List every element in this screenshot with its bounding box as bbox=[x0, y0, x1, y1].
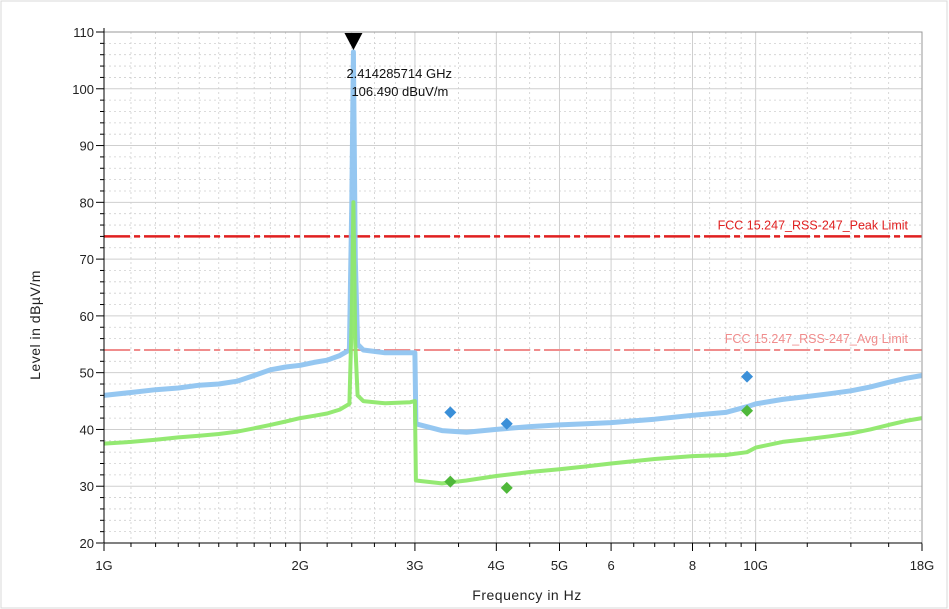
x-tick-label: 6 bbox=[607, 558, 614, 573]
y-tick-label: 70 bbox=[80, 252, 94, 267]
y-tick-label: 100 bbox=[72, 82, 94, 97]
limit-lines: FCC 15.247_RSS-247_Peak Limit FCC 15.247_… bbox=[104, 218, 922, 351]
y-tick-label: 50 bbox=[80, 366, 94, 381]
axes bbox=[96, 28, 923, 551]
average-trace bbox=[103, 200, 923, 486]
x-tick-label: 8 bbox=[689, 558, 696, 573]
x-tick-label: 4G bbox=[488, 558, 505, 573]
measurement-points bbox=[444, 370, 754, 494]
x-tick-label: 1G bbox=[95, 558, 112, 573]
x-axis-title: Frequency in Hz bbox=[472, 587, 581, 603]
x-tick-label: 18G bbox=[910, 558, 935, 573]
y-tick-label: 30 bbox=[80, 479, 94, 494]
peak-measurement-point bbox=[500, 417, 513, 430]
y-tick-label: 60 bbox=[80, 309, 94, 324]
avg-measurement-point bbox=[741, 404, 754, 417]
peak-marker: 2.414285714 GHz 106.490 dBuV/m bbox=[344, 33, 452, 99]
avg-measurement-point bbox=[444, 475, 457, 488]
avg-limit-label: FCC 15.247_RSS-247_Avg Limit bbox=[725, 332, 909, 346]
y-tick-label: 80 bbox=[80, 195, 94, 210]
peak-measurement-point bbox=[444, 406, 457, 419]
y-tick-label: 40 bbox=[80, 422, 94, 437]
peak-trace bbox=[103, 49, 923, 435]
x-tick-label: 5G bbox=[551, 558, 568, 573]
y-tick-label: 90 bbox=[80, 139, 94, 154]
peak-limit-label: FCC 15.247_RSS-247_Peak Limit bbox=[718, 218, 909, 232]
y-tick-label: 110 bbox=[73, 25, 94, 40]
traces bbox=[103, 49, 923, 486]
y-tick-label: 20 bbox=[80, 536, 94, 551]
avg-measurement-point bbox=[500, 481, 513, 494]
x-tick-label: 10G bbox=[743, 558, 768, 573]
marker-level-label: 106.490 dBuV/m bbox=[351, 84, 448, 99]
x-tick-label: 2G bbox=[291, 558, 308, 573]
x-tick-label: 3G bbox=[406, 558, 423, 573]
marker-frequency-label: 2.414285714 GHz bbox=[346, 66, 452, 81]
marker-triangle bbox=[344, 33, 363, 50]
peak-measurement-point bbox=[741, 370, 754, 383]
tick-labels: 20 30 40 50 60 70 80 90 100 110 1G 2G 3G 4G 5G 6 8 10G 18G bbox=[72, 25, 934, 573]
y-axis-title: Level in dBµV/m bbox=[27, 270, 43, 380]
